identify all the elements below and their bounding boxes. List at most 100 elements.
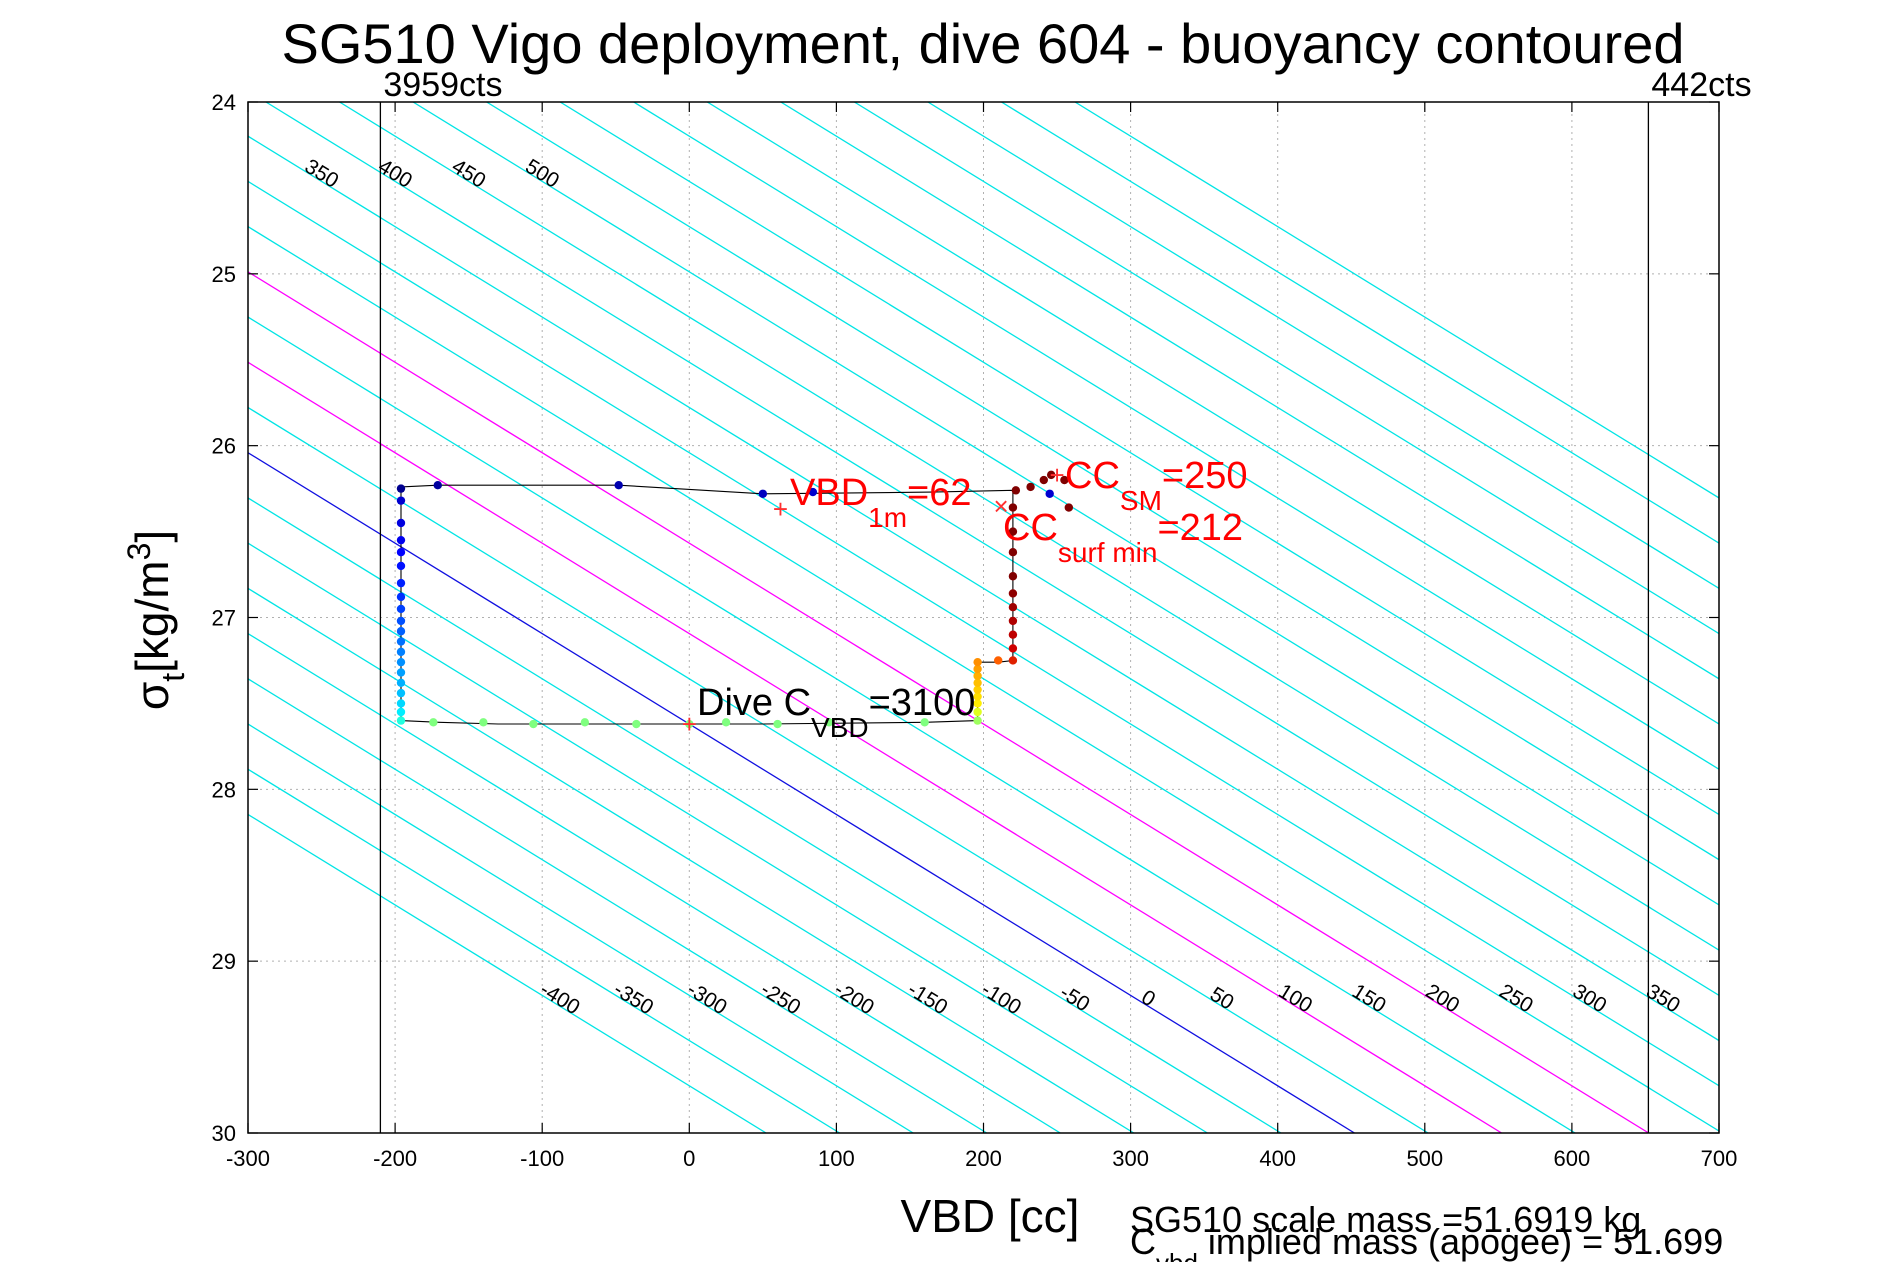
y-tick-label: 30 — [212, 1121, 236, 1146]
contour-line — [706, 102, 1719, 725]
dive-point — [1008, 644, 1018, 653]
x-tick-label: 700 — [1701, 1146, 1738, 1171]
dive-point — [773, 719, 782, 729]
annotation-marker: × — [994, 491, 1009, 521]
cc-sm-annotation: CCSM=250 — [1065, 455, 1247, 516]
vbd-limit-lines: 3959cts 442cts — [379, 66, 1752, 1133]
x-tick-label: 300 — [1112, 1146, 1149, 1171]
dive-cvbd-annotation: Dive CVBD=3100 — [697, 682, 975, 743]
dive-point — [396, 548, 406, 557]
dive-point — [396, 637, 406, 646]
dive-point — [1008, 616, 1018, 626]
dive-point — [808, 487, 818, 497]
dive-point — [1008, 572, 1018, 581]
implied-mass-c: C — [1130, 1221, 1156, 1262]
contour-line — [248, 225, 1719, 1132]
contour-line — [248, 361, 1502, 1133]
dive-point — [396, 604, 406, 614]
contour-line — [927, 102, 1719, 590]
dive-point — [973, 692, 982, 701]
contour-line — [248, 451, 1355, 1133]
contour-line — [248, 542, 1208, 1133]
contour-line — [248, 723, 914, 1133]
dive-point — [580, 718, 590, 727]
dive-point — [396, 688, 406, 698]
scale-mass-note: SG510 scale mass =51.6919 kg — [1130, 1199, 1641, 1240]
contour-line — [248, 632, 1061, 1133]
dive-point — [1045, 489, 1054, 498]
contour-line — [248, 497, 1282, 1133]
dive-point — [396, 716, 406, 725]
dive-point — [396, 657, 406, 667]
dive-point — [758, 489, 768, 498]
dive-point — [1008, 548, 1018, 557]
dive-point — [1008, 630, 1018, 639]
x-tick-label: 0 — [683, 1146, 695, 1171]
dive-point — [824, 718, 834, 727]
dive-point — [396, 496, 406, 505]
dive-point — [973, 671, 982, 681]
dive-cvbd-tail: =3100 — [869, 682, 976, 724]
vbd-limit-label: 3959cts — [383, 66, 502, 104]
contour-line — [780, 102, 1719, 680]
dive-point — [1008, 503, 1018, 512]
annotation-marker: + — [682, 709, 697, 739]
y-tick-label: 27 — [212, 606, 236, 631]
x-tick-label: -300 — [226, 1146, 270, 1171]
dive-point — [1008, 656, 1018, 665]
cc-sm-main: CC — [1065, 455, 1120, 497]
cc-surf-sub: surf min — [1058, 537, 1158, 568]
y-axis-label-symbol: σ — [126, 682, 178, 710]
contour-line — [248, 813, 767, 1133]
dive-point — [973, 716, 982, 725]
x-tick-label: 200 — [965, 1146, 1002, 1171]
dive-point — [1039, 475, 1049, 485]
x-tick-label: -100 — [520, 1146, 564, 1171]
vbd-1m-main: VBD — [790, 472, 868, 514]
dive-point — [529, 719, 538, 729]
dive-point — [396, 518, 406, 528]
dive-point — [396, 699, 406, 708]
dive-point — [396, 561, 406, 571]
dive-point — [920, 718, 929, 727]
contour-line — [339, 102, 1719, 951]
dive-point — [396, 616, 406, 626]
dive-point — [973, 657, 982, 667]
contour-line — [559, 102, 1719, 816]
y-axis-label-sup: 3 — [121, 543, 157, 561]
x-tick-label: -200 — [373, 1146, 417, 1171]
dive-point — [632, 719, 641, 729]
dive-point — [994, 656, 1003, 665]
cc-sm-sub: SM — [1120, 485, 1162, 516]
dive-points — [396, 470, 1074, 729]
y-axis-label: σt[kg/m3] — [121, 530, 191, 710]
contour-line — [248, 768, 840, 1133]
cc-sm-tail: =250 — [1162, 455, 1248, 497]
dive-point — [1011, 486, 1021, 495]
dive-point — [396, 668, 406, 677]
dive-point — [396, 484, 406, 493]
cc-surf-main: CC — [1003, 507, 1058, 549]
contour-line — [248, 678, 988, 1133]
axis-ticks: -300 -200 -100 0 100 200 300 400 500 600 700 24 25 26… — [212, 90, 1738, 1171]
contour-line — [248, 587, 1135, 1133]
x-tick-label: 600 — [1554, 1146, 1591, 1171]
dive-point — [396, 627, 406, 636]
dive-point — [429, 718, 438, 727]
dive-point — [973, 699, 982, 708]
dive-point — [973, 685, 982, 694]
dive-point — [396, 707, 406, 717]
y-tick-label: 24 — [212, 90, 236, 115]
vbd-1m-tail: =62 — [907, 472, 971, 514]
y-tick-label: 25 — [212, 262, 236, 287]
cc-surf-min-annotation: CCsurf min=212 — [1003, 507, 1243, 568]
contour-line — [412, 102, 1719, 906]
contour-line — [633, 102, 1719, 771]
contour-line — [248, 316, 1576, 1133]
contour-line — [1001, 102, 1719, 544]
dive-point — [479, 718, 488, 727]
contour-line — [265, 102, 1719, 997]
contour-line — [854, 102, 1719, 635]
x-tick-label: 100 — [818, 1146, 855, 1171]
dive-cvbd-main: Dive C — [697, 682, 811, 724]
